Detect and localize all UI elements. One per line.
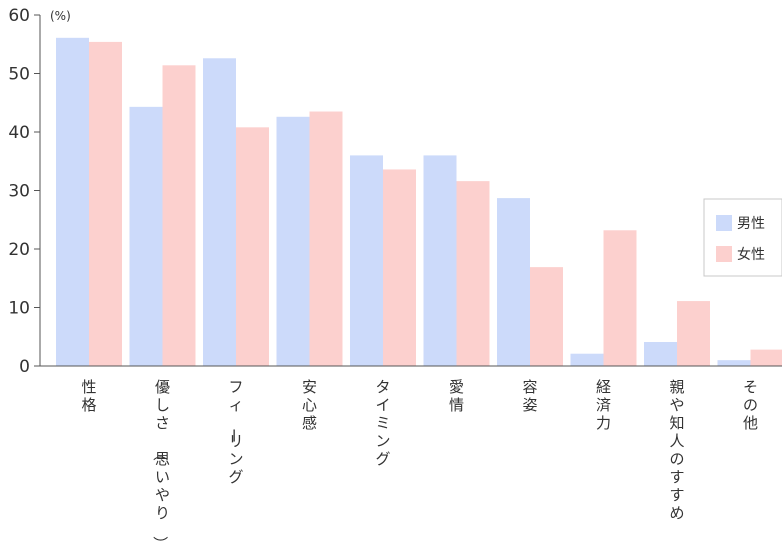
legend: 男性 女性 [703, 198, 782, 277]
legend-swatch-male [716, 215, 732, 231]
bar-male [423, 155, 457, 366]
y-tick-label: 50 [8, 65, 30, 85]
y-tick-label: 10 [8, 299, 30, 319]
bar-male [129, 106, 163, 366]
bar-female [603, 230, 637, 366]
y-tick-label: 0 [19, 357, 30, 377]
x-category-label: 安心感 [302, 378, 317, 432]
x-category-label: その他 [743, 378, 758, 432]
bars-layer [56, 37, 782, 367]
bar-female [162, 65, 196, 366]
bar-female [236, 127, 269, 366]
legend-label-female: 女性 [737, 246, 765, 263]
bar-female [677, 301, 710, 366]
x-category-label: タイミング [375, 378, 390, 468]
bar-female [89, 41, 122, 366]
x-category-label: 親や知人のすすめ [669, 378, 684, 522]
y-tick-label: 60 [8, 6, 30, 26]
bar-female [383, 169, 416, 366]
legend-label-male: 男性 [737, 216, 765, 232]
bar-male [570, 353, 604, 366]
bar-male [644, 342, 677, 366]
y-axis-unit: (%) [50, 9, 71, 23]
bar-female [309, 111, 343, 367]
y-tick-label: 20 [8, 240, 30, 260]
bar-female [530, 267, 563, 366]
x-category-label: 愛情 [449, 378, 464, 414]
bar-male [497, 198, 530, 366]
bar-male [350, 155, 383, 366]
x-category-label: 容姿 [522, 378, 537, 414]
y-tick-label: 30 [8, 182, 30, 202]
bar-male [276, 116, 310, 366]
y-tick-label: 40 [8, 123, 30, 143]
x-category-labels: 性格 優しさ（思いやり） フィーリング 安心感 タイミング 愛情 容姿 経済力 親や知人のすすめ… [81, 378, 758, 544]
bar-female [456, 181, 490, 366]
bar-female [750, 349, 782, 366]
bar-male [56, 37, 89, 366]
x-category-label: フィーリング [224, 378, 243, 486]
bar-male [717, 360, 751, 366]
x-category-label: 優しさ（思いやり） [151, 378, 170, 544]
legend-swatch-female [716, 246, 732, 262]
y-ticks: 0 10 20 30 40 50 60 [8, 6, 40, 377]
x-category-label: 経済力 [596, 378, 611, 432]
x-category-label: 性格 [81, 378, 96, 414]
bar-male [203, 58, 236, 366]
legend-box [703, 198, 782, 277]
